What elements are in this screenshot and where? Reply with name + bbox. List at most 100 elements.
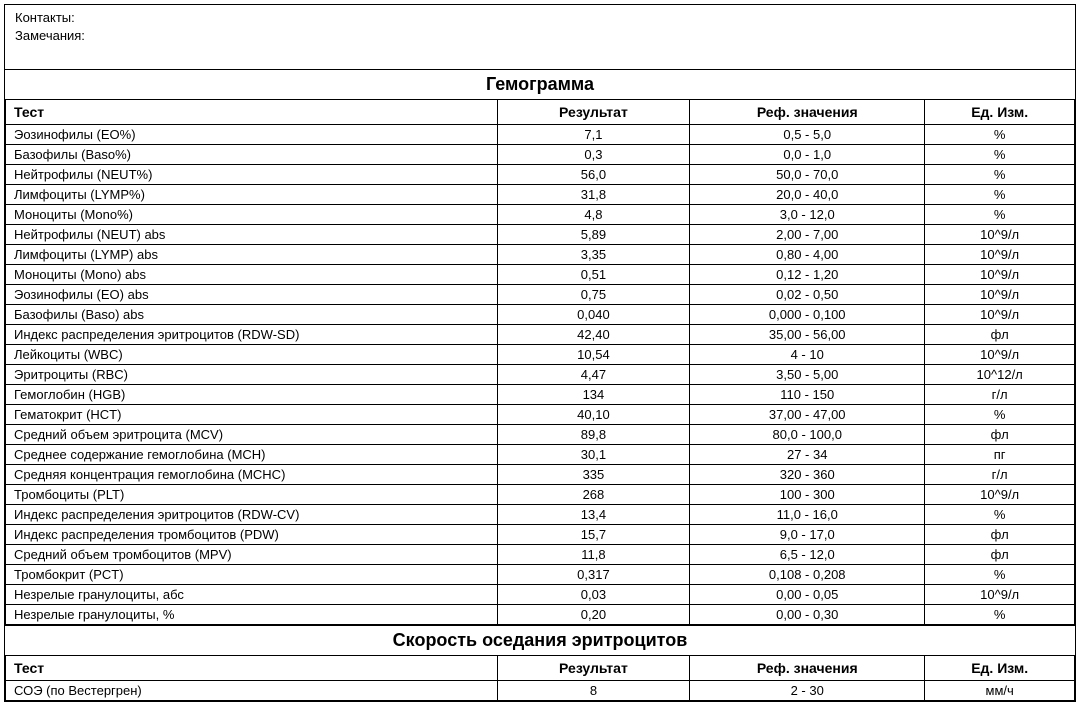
cell-unit: фл [925, 545, 1075, 565]
cell-test: Тромбоциты (PLT) [6, 485, 498, 505]
cell-unit: фл [925, 525, 1075, 545]
cell-ref: 9,0 - 17,0 [690, 525, 925, 545]
cell-result: 268 [497, 485, 689, 505]
table-row: Лейкоциты (WBC)10,544 - 1010^9/л [6, 345, 1075, 365]
cell-result: 11,8 [497, 545, 689, 565]
cell-test: Лимфоциты (LYMP%) [6, 185, 498, 205]
cell-unit: % [925, 405, 1075, 425]
report-page: Контакты: Замечания: Гемограмма Тест Рез… [4, 4, 1076, 702]
cell-ref: 0,108 - 0,208 [690, 565, 925, 585]
cell-result: 40,10 [497, 405, 689, 425]
cell-unit: % [925, 205, 1075, 225]
table-row: Индекс распределения эритроцитов (RDW-CV… [6, 505, 1075, 525]
col-header-unit: Ед. Изм. [925, 100, 1075, 125]
cell-result: 8 [497, 681, 689, 701]
cell-test: Гематокрит (HCT) [6, 405, 498, 425]
cell-ref: 320 - 360 [690, 465, 925, 485]
cell-test: Незрелые гранулоциты, абс [6, 585, 498, 605]
cell-ref: 37,00 - 47,00 [690, 405, 925, 425]
header-block: Контакты: Замечания: [5, 5, 1075, 69]
cell-ref: 3,50 - 5,00 [690, 365, 925, 385]
cell-ref: 50,0 - 70,0 [690, 165, 925, 185]
table-row: Моноциты (Mono%)4,83,0 - 12,0% [6, 205, 1075, 225]
table-row: Среднее содержание гемоглобина (MCH)30,1… [6, 445, 1075, 465]
cell-unit: % [925, 125, 1075, 145]
cell-test: Индекс распределения эритроцитов (RDW-CV… [6, 505, 498, 525]
cell-result: 4,8 [497, 205, 689, 225]
cell-test: Незрелые гранулоциты, % [6, 605, 498, 625]
cell-ref: 0,000 - 0,100 [690, 305, 925, 325]
cell-unit: % [925, 605, 1075, 625]
cell-ref: 2 - 30 [690, 681, 925, 701]
cell-unit: % [925, 505, 1075, 525]
section1-table: Тест Результат Реф. значения Ед. Изм. Эо… [5, 99, 1075, 625]
cell-unit: 10^9/л [925, 265, 1075, 285]
cell-ref: 2,00 - 7,00 [690, 225, 925, 245]
cell-result: 0,317 [497, 565, 689, 585]
col-header-test: Тест [6, 656, 498, 681]
notes-label: Замечания: [15, 27, 1065, 45]
cell-result: 5,89 [497, 225, 689, 245]
cell-result: 0,75 [497, 285, 689, 305]
cell-test: Индекс распределения эритроцитов (RDW-SD… [6, 325, 498, 345]
cell-ref: 0,00 - 0,30 [690, 605, 925, 625]
cell-result: 4,47 [497, 365, 689, 385]
cell-unit: 10^9/л [925, 345, 1075, 365]
table-row: Средний объем тромбоцитов (MPV)11,86,5 -… [6, 545, 1075, 565]
table-row: Базофилы (Baso%)0,30,0 - 1,0% [6, 145, 1075, 165]
table-row: Эритроциты (RBC)4,473,50 - 5,0010^12/л [6, 365, 1075, 385]
cell-test: Нейтрофилы (NEUT) abs [6, 225, 498, 245]
table-row: Моноциты (Mono) abs0,510,12 - 1,2010^9/л [6, 265, 1075, 285]
table-row: Незрелые гранулоциты, абс0,030,00 - 0,05… [6, 585, 1075, 605]
cell-result: 56,0 [497, 165, 689, 185]
table-row: Лимфоциты (LYMP%)31,820,0 - 40,0% [6, 185, 1075, 205]
cell-result: 42,40 [497, 325, 689, 345]
table-row: Средний объем эритроцита (MCV)89,880,0 -… [6, 425, 1075, 445]
table-row: Лимфоциты (LYMP) abs3,350,80 - 4,0010^9/… [6, 245, 1075, 265]
cell-unit: % [925, 185, 1075, 205]
cell-ref: 0,5 - 5,0 [690, 125, 925, 145]
cell-unit: пг [925, 445, 1075, 465]
col-header-ref: Реф. значения [690, 656, 925, 681]
cell-result: 0,20 [497, 605, 689, 625]
cell-result: 0,03 [497, 585, 689, 605]
cell-result: 31,8 [497, 185, 689, 205]
cell-unit: г/л [925, 385, 1075, 405]
table-row: Индекс распределения эритроцитов (RDW-SD… [6, 325, 1075, 345]
col-header-result: Результат [497, 100, 689, 125]
cell-unit: г/л [925, 465, 1075, 485]
cell-test: Моноциты (Mono) abs [6, 265, 498, 285]
cell-unit: фл [925, 325, 1075, 345]
cell-unit: 10^9/л [925, 245, 1075, 265]
cell-test: Моноциты (Mono%) [6, 205, 498, 225]
section1-header-row: Тест Результат Реф. значения Ед. Изм. [6, 100, 1075, 125]
section2-header-row: Тест Результат Реф. значения Ед. Изм. [6, 656, 1075, 681]
cell-test: Средний объем эритроцита (MCV) [6, 425, 498, 445]
cell-result: 30,1 [497, 445, 689, 465]
table-row: Средняя концентрация гемоглобина (MCHC)3… [6, 465, 1075, 485]
col-header-result: Результат [497, 656, 689, 681]
cell-ref: 0,0 - 1,0 [690, 145, 925, 165]
cell-test: Эозинофилы (EO%) [6, 125, 498, 145]
cell-test: Индекс распределения тромбоцитов (PDW) [6, 525, 498, 545]
cell-unit: 10^12/л [925, 365, 1075, 385]
table-row: Тромбоциты (PLT)268100 - 30010^9/л [6, 485, 1075, 505]
cell-ref: 3,0 - 12,0 [690, 205, 925, 225]
table-row: Эозинофилы (EO) abs0,750,02 - 0,5010^9/л [6, 285, 1075, 305]
section2-title: Скорость оседания эритроцитов [5, 625, 1075, 655]
cell-test: Тромбокрит (PCT) [6, 565, 498, 585]
cell-unit: 10^9/л [925, 585, 1075, 605]
cell-ref: 6,5 - 12,0 [690, 545, 925, 565]
cell-result: 13,4 [497, 505, 689, 525]
cell-ref: 0,02 - 0,50 [690, 285, 925, 305]
cell-result: 0,040 [497, 305, 689, 325]
table-row: Нейтрофилы (NEUT%)56,050,0 - 70,0% [6, 165, 1075, 185]
cell-test: Нейтрофилы (NEUT%) [6, 165, 498, 185]
cell-result: 89,8 [497, 425, 689, 445]
cell-unit: % [925, 565, 1075, 585]
cell-ref: 11,0 - 16,0 [690, 505, 925, 525]
cell-test: Среднее содержание гемоглобина (MCH) [6, 445, 498, 465]
cell-test: Эозинофилы (EO) abs [6, 285, 498, 305]
col-header-test: Тест [6, 100, 498, 125]
cell-ref: 35,00 - 56,00 [690, 325, 925, 345]
